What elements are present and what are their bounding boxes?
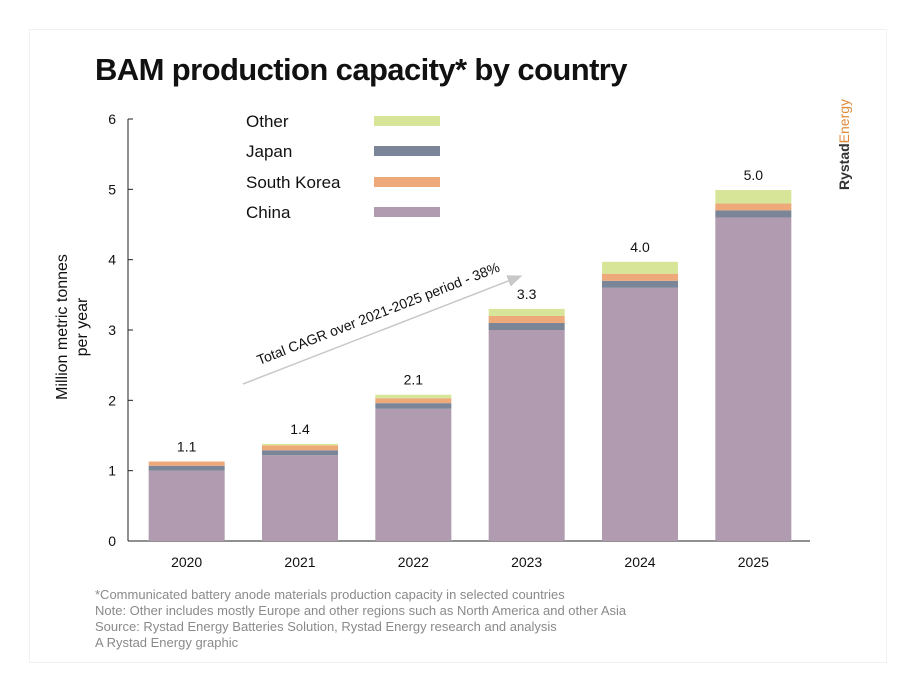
legend-label: South Korea bbox=[246, 173, 341, 192]
bar-segment-china bbox=[715, 217, 792, 541]
legend-label: Japan bbox=[246, 142, 292, 161]
footnote-line: Source: Rystad Energy Batteries Solution… bbox=[95, 619, 557, 634]
y-tick-label: 3 bbox=[108, 322, 116, 338]
bar-segment-other bbox=[262, 443, 338, 446]
total-value-label: 1.1 bbox=[177, 439, 197, 455]
bar-segment-japan bbox=[148, 465, 225, 471]
total-value-label: 5.0 bbox=[744, 167, 764, 183]
y-tick-label: 1 bbox=[108, 463, 116, 479]
legend-swatch bbox=[374, 177, 440, 187]
bar-segment-south-korea bbox=[262, 445, 338, 451]
x-tick-label: 2020 bbox=[171, 554, 202, 570]
y-tick-label: 0 bbox=[108, 533, 116, 549]
total-value-label: 4.0 bbox=[630, 239, 650, 255]
total-value-label: 2.1 bbox=[404, 372, 424, 388]
bar-segment-other bbox=[602, 261, 678, 274]
legend-swatch bbox=[374, 207, 440, 217]
legend-swatch bbox=[374, 146, 440, 156]
cagr-arrow bbox=[242, 275, 523, 385]
x-tick-label: 2021 bbox=[284, 554, 315, 570]
bar-segment-china bbox=[148, 470, 225, 541]
bar-segment-south-korea bbox=[715, 203, 792, 211]
x-tick-label: 2025 bbox=[738, 554, 769, 570]
bar-segment-south-korea bbox=[488, 315, 565, 323]
bar-segment-south-korea bbox=[375, 398, 452, 404]
y-tick-label: 2 bbox=[108, 392, 116, 408]
x-tick-label: 2022 bbox=[398, 554, 429, 570]
y-tick-label: 6 bbox=[108, 111, 116, 127]
bar-segment-other bbox=[488, 308, 565, 316]
legend-label: Other bbox=[246, 112, 289, 131]
chart-title: BAM production capacity* by country bbox=[95, 52, 628, 87]
bar-segment-other bbox=[715, 190, 792, 204]
bar-segment-south-korea bbox=[602, 273, 678, 281]
bar-segment-japan bbox=[715, 210, 792, 218]
y-tick-label: 4 bbox=[108, 252, 116, 268]
footnotes: *Communicated battery anode materials pr… bbox=[95, 587, 626, 651]
bar-segment-china bbox=[375, 408, 452, 541]
x-tick-label: 2024 bbox=[624, 554, 655, 570]
bar-segment-japan bbox=[262, 450, 338, 456]
bar-segment-japan bbox=[602, 280, 678, 288]
legend-swatch bbox=[374, 116, 440, 126]
bar-segment-china bbox=[602, 287, 678, 541]
x-tick-label: 2023 bbox=[511, 554, 542, 570]
y-axis-label: Million metric tonnes bbox=[54, 254, 71, 400]
legend-label: China bbox=[246, 203, 291, 222]
bar-segment-other bbox=[375, 394, 452, 399]
cagr-annotation: Total CAGR over 2021-2025 period - 38% bbox=[255, 259, 502, 368]
total-value-label: 3.3 bbox=[517, 286, 537, 302]
bar-segment-china bbox=[262, 455, 338, 541]
y-tick-label: 5 bbox=[108, 181, 116, 197]
footnote-line: *Communicated battery anode materials pr… bbox=[95, 587, 565, 602]
bar-segment-china bbox=[488, 330, 565, 541]
total-value-label: 1.4 bbox=[290, 421, 310, 437]
bar-segment-japan bbox=[375, 403, 452, 409]
footnote-line: Note: Other includes mostly Europe and o… bbox=[95, 603, 627, 618]
bar-segment-south-korea bbox=[148, 461, 225, 466]
y-axis-label: per year bbox=[74, 297, 91, 356]
footnote-line: A Rystad Energy graphic bbox=[95, 635, 239, 650]
bar-segment-japan bbox=[488, 322, 565, 330]
